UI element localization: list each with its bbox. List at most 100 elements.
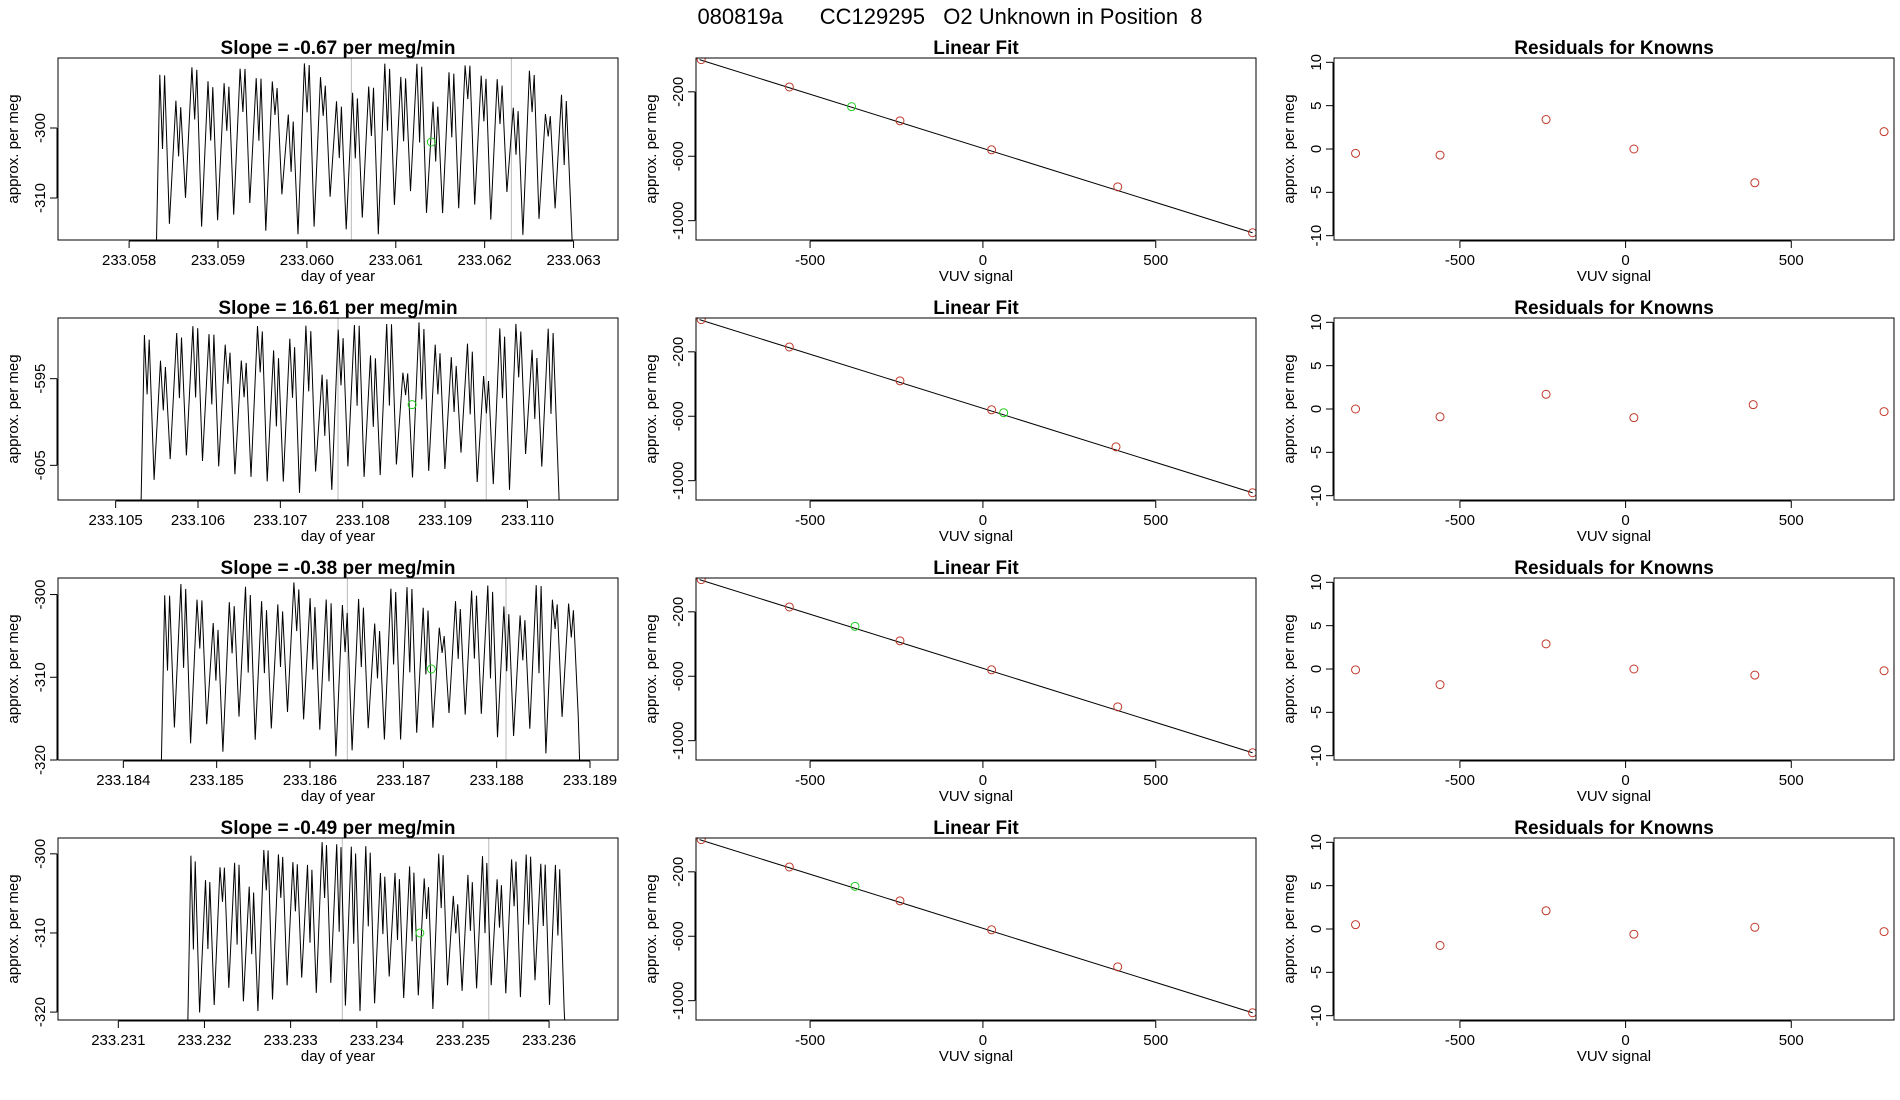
x-axis-label: VUV signal [939,528,1013,545]
known-point [1248,228,1256,238]
fit-line [699,319,1253,494]
plot-area [696,838,1256,1018]
y-tick-label: -320 [32,745,49,775]
y-axis-label: approx. per meg [1281,94,1298,203]
x-tick-label: 233.186 [283,772,337,789]
known-point [696,838,706,845]
known-point [1248,748,1256,758]
panel-title: Linear Fit [933,558,1019,579]
y-axis-label: approx. per meg [643,94,660,203]
x-axis-label: VUV signal [939,788,1013,805]
plot-area [1351,389,1889,423]
residual-point [1435,680,1445,690]
panel-title: Residuals for Knowns [1514,818,1714,839]
y-tick-label: -320 [32,997,49,1027]
residual-point [1879,927,1889,937]
unknown-point [850,881,860,891]
residual-point [1541,639,1551,649]
x-tick-label: 233.235 [436,1032,490,1049]
y-tick-label: -10 [1308,1005,1325,1027]
y-tick-label: 5 [1308,101,1325,109]
y-tick-label: 10 [1308,314,1325,331]
y-tick-label: -600 [670,401,687,431]
plot-frame [1333,57,1895,241]
y-tick-label: 5 [1308,361,1325,369]
residual-point [1750,922,1760,932]
y-tick-label: -310 [32,183,49,213]
known-point [696,58,706,65]
y-tick-label: -10 [1308,225,1325,247]
known-point [895,636,905,646]
panel-title: Slope = 16.61 per meg/min [218,298,457,319]
unknown-point [847,102,857,112]
series-line [160,582,581,760]
panel-title: Residuals for Knowns [1514,38,1714,59]
x-axis-label: VUV signal [1577,268,1651,285]
known-point [1113,702,1123,712]
plot-frame [57,317,619,501]
x-axis-label: VUV signal [939,268,1013,285]
x-tick-label: -500 [795,252,825,269]
x-tick-label: 0 [979,252,987,269]
plot-frame [1333,317,1895,501]
y-tick-label: -600 [670,921,687,951]
x-axis-label: VUV signal [939,1048,1013,1065]
plot-frame [57,577,619,761]
y-axis-label: approx. per meg [1281,354,1298,463]
residual-point [1435,150,1445,160]
y-tick-label: 5 [1308,881,1325,889]
panel-timeseries-row3: Slope = -0.38 per meg/min 233.184 233.185 2… [5,558,619,805]
y-tick-label: 5 [1308,621,1325,629]
unknown-point [407,400,417,410]
x-tick-label: 233.110 [501,512,554,529]
residual-point [1629,929,1639,939]
panel-title: Linear Fit [933,818,1019,839]
y-tick-label: 0 [1308,665,1325,673]
x-axis-label: VUV signal [1577,788,1651,805]
residual-point [1750,178,1760,188]
residual-point [1750,670,1760,680]
y-tick-label: -310 [32,662,49,692]
y-tick-label: -300 [32,580,49,610]
x-tick-label: 500 [1143,252,1168,269]
x-tick-label: -500 [1445,252,1475,269]
x-tick-label: 500 [1779,252,1804,269]
unknown-point [426,664,436,674]
x-axis-label: day of year [301,528,375,545]
residual-point [1629,664,1639,674]
residual-point [1351,665,1361,675]
known-point [987,925,997,935]
y-tick-label: -10 [1308,745,1325,767]
x-tick-label: 500 [1779,772,1804,789]
fit-line [699,839,1253,1014]
y-tick-label: -600 [670,661,687,691]
panel-timeseries-row4: Slope = -0.49 per meg/min 233.231 233.232 2… [5,818,619,1065]
residual-point [1879,666,1889,676]
x-tick-label: 233.236 [522,1032,576,1049]
plot-area [696,578,1256,758]
residual-point [1351,148,1361,158]
known-point [987,145,997,155]
y-tick-label: 0 [1308,925,1325,933]
x-tick-label: -500 [795,1032,825,1049]
x-tick-label: 233.184 [96,772,150,789]
y-axis-label: approx. per meg [1281,614,1298,723]
y-tick-label: -1000 [670,721,687,759]
x-tick-label: 500 [1143,512,1168,529]
residual-point [1879,127,1889,137]
panel-title: Linear Fit [933,298,1019,319]
residual-point [1351,920,1361,930]
plot-area [1351,115,1889,188]
y-axis-label: approx. per meg [5,614,22,723]
plot-area [696,318,1256,498]
known-point [895,376,905,386]
x-tick-label: 500 [1779,512,1804,529]
x-tick-label: 233.061 [369,252,423,269]
known-point [1113,182,1123,192]
known-point [696,318,706,325]
y-tick-label: -600 [670,141,687,171]
y-tick-label: -200 [670,597,687,627]
y-tick-label: -5 [1308,966,1325,979]
x-tick-label: 0 [1621,1032,1629,1049]
y-tick-label: -10 [1308,485,1325,507]
